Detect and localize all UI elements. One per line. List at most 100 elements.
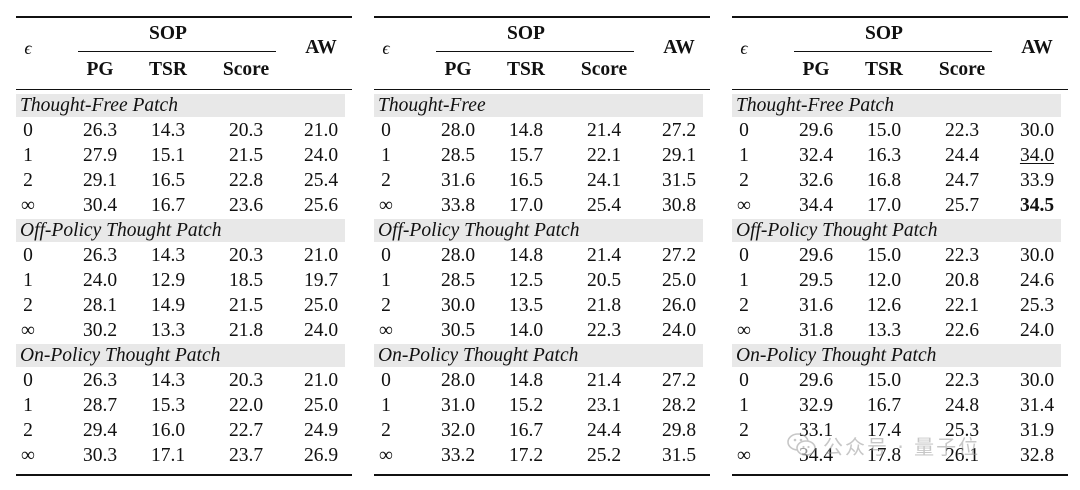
metric-value: 25.0 [661,270,697,291]
column-header-tsr: TSR [865,59,903,80]
metric-value: 33.8 [440,195,476,216]
metric-value: 24.0 [303,145,339,166]
epsilon-value: ∞ [21,320,35,341]
section-title: Off-Policy Thought Patch [20,220,222,241]
metric-value: 31.9 [1019,420,1055,441]
metric-value: 27.2 [661,245,697,266]
epsilon-value: 0 [739,120,749,141]
section-band [732,94,1061,117]
metric-value: 28.0 [440,245,476,266]
metric-value: 24.4 [944,145,980,166]
metric-value: 12.6 [866,295,902,316]
metric-value: 22.6 [944,320,980,341]
metric-value: 14.3 [150,370,186,391]
epsilon-value: 2 [739,295,749,316]
metric-value: 28.0 [440,370,476,391]
metric-value: 34.4 [798,445,834,466]
metric-value: 22.3 [944,245,980,266]
epsilon-value: 0 [381,245,391,266]
metric-value: 14.8 [508,120,544,141]
epsilon-value: 2 [23,170,33,191]
epsilon-value: ∞ [737,445,751,466]
header-rule [16,89,352,90]
metric-value: 19.7 [303,270,339,291]
metric-value: 15.7 [508,145,544,166]
metric-value: 24.8 [944,395,980,416]
metric-value: 17.2 [508,445,544,466]
epsilon-value: 0 [739,245,749,266]
metric-value: 21.0 [303,120,339,141]
column-header-score: Score [938,59,986,80]
metric-value: 22.7 [228,420,264,441]
epsilon-value: 2 [23,295,33,316]
epsilon-value: 0 [23,245,33,266]
metric-value: 29.5 [798,270,834,291]
metric-value: 32.0 [440,420,476,441]
metric-value: 24.0 [303,320,339,341]
top-rule [374,16,710,18]
metric-value: 20.8 [944,270,980,291]
metric-value: 16.7 [866,395,902,416]
aw-header: AW [305,37,337,58]
metric-value: 22.8 [228,170,264,191]
metric-value: 34.5 [1019,195,1055,216]
metric-value: 31.5 [661,170,697,191]
metric-value: 12.5 [508,270,544,291]
epsilon-value: 1 [381,395,391,416]
metric-value: 26.0 [661,295,697,316]
metric-value: 30.0 [1019,120,1055,141]
metric-value: 28.2 [661,395,697,416]
metric-value: 17.0 [866,195,902,216]
metric-value: 24.0 [82,270,118,291]
metric-value: 32.6 [798,170,834,191]
metric-value: 29.6 [798,370,834,391]
metric-value: 30.0 [1019,370,1055,391]
results-table-3: ϵ SOP AW PG TSR Score Thought-Free Patch 0 29.6 1… [732,14,1068,477]
epsilon-value: ∞ [379,445,393,466]
metric-value: 24.9 [303,420,339,441]
metric-value: 21.8 [586,295,622,316]
metric-value: 16.5 [150,170,186,191]
metric-value: 28.1 [82,295,118,316]
epsilon-value: 1 [739,145,749,166]
metric-value: 30.8 [661,195,697,216]
metric-value: 14.3 [150,245,186,266]
top-rule [16,16,352,18]
epsilon-value: ∞ [737,320,751,341]
metric-value: 22.3 [586,320,622,341]
header-rule [732,89,1068,90]
metric-value: 29.8 [661,420,697,441]
sop-underline [436,51,634,52]
metric-value: 31.6 [440,170,476,191]
metric-value: 23.1 [586,395,622,416]
section-title: Off-Policy Thought Patch [736,220,938,241]
column-header-score: Score [580,59,628,80]
metric-value: 28.5 [440,145,476,166]
metric-value: 21.0 [303,245,339,266]
epsilon-value: 0 [23,120,33,141]
section-title: Thought-Free [378,95,486,116]
metric-value: 25.3 [944,420,980,441]
metric-value: 26.3 [82,370,118,391]
metric-value: 12.0 [866,270,902,291]
metric-value: 15.0 [866,120,902,141]
section-band [732,344,1061,367]
metric-value: 25.6 [303,195,339,216]
epsilon-value: ∞ [737,195,751,216]
epsilon-value: 2 [381,295,391,316]
sop-header: SOP [149,23,187,44]
metric-value: 26.9 [303,445,339,466]
metric-value: 24.4 [586,420,622,441]
metric-value: 25.3 [1019,295,1055,316]
metric-value: 30.0 [1019,245,1055,266]
column-header-pg: PG [444,59,472,80]
metric-value: 31.5 [661,445,697,466]
metric-value: 30.5 [440,320,476,341]
metric-value: 22.1 [586,145,622,166]
metric-value: 25.4 [303,170,339,191]
metric-value: 22.1 [944,295,980,316]
metric-value: 17.8 [866,445,902,466]
section-band [374,344,703,367]
metric-value: 16.7 [150,195,186,216]
section-title: Off-Policy Thought Patch [378,220,580,241]
